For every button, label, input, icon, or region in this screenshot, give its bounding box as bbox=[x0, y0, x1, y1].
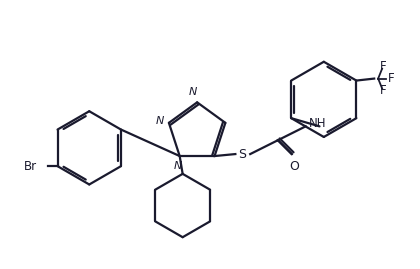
Text: F: F bbox=[380, 60, 387, 73]
Text: N: N bbox=[155, 116, 164, 126]
Text: Br: Br bbox=[24, 160, 37, 173]
Text: S: S bbox=[238, 148, 246, 161]
Text: N: N bbox=[189, 87, 197, 97]
Text: N: N bbox=[173, 161, 182, 171]
Text: O: O bbox=[289, 160, 299, 173]
Text: NH: NH bbox=[309, 117, 326, 130]
Text: F: F bbox=[380, 84, 387, 97]
Text: F: F bbox=[388, 72, 395, 85]
